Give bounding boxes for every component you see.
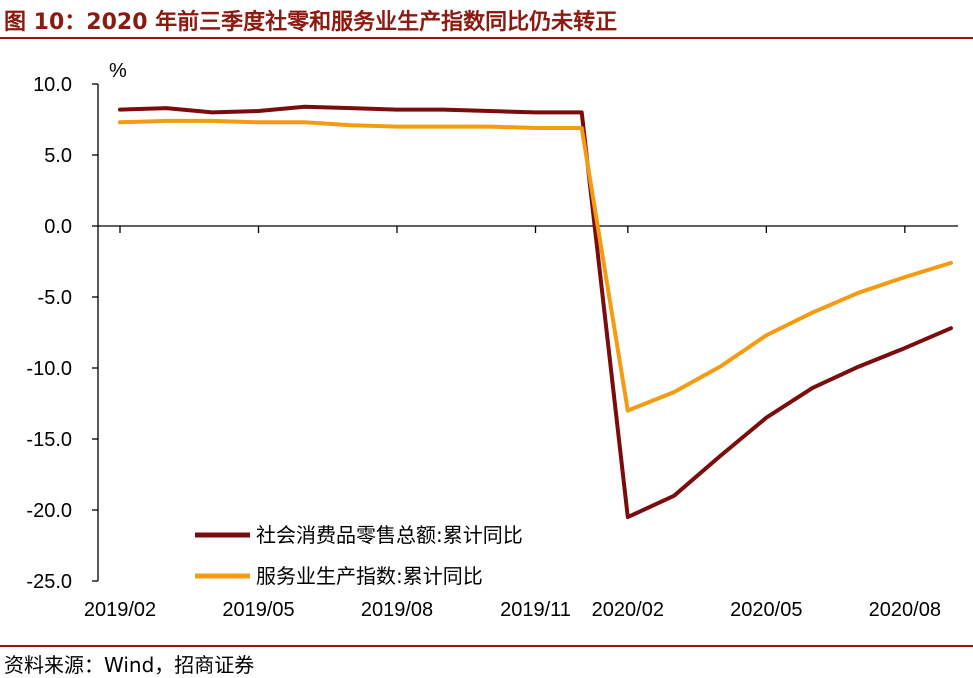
x-tick-label: 2019/05	[222, 599, 294, 621]
y-tick-label: -10.0	[26, 358, 72, 380]
series-lines	[118, 104, 953, 520]
y-tick-label: 0.0	[44, 216, 72, 238]
footer-divider	[0, 645, 973, 647]
series-line-retail-sales	[118, 104, 953, 520]
x-tick-label: 2020/08	[869, 599, 941, 621]
y-tick-label: -15.0	[26, 429, 72, 451]
x-axis: 2019/02 2019/05 2019/08 2019/11 2020/02 2020/…	[84, 225, 958, 621]
legend-label-retail: 社会消费品零售总额:累计同比	[256, 523, 523, 547]
y-axis: 10.0 5.0 0.0 -5.0 -10.0 -15.0 -20.0 -25.0	[26, 74, 99, 593]
legend: 社会消费品零售总额:累计同比 服务业生产指数:累计同比	[195, 523, 523, 588]
x-tick-label: 2019/08	[361, 599, 433, 621]
y-unit-label: %	[109, 60, 127, 82]
y-tick-label: -25.0	[26, 571, 72, 593]
source-note: 资料来源：Wind，招商证券	[4, 653, 255, 677]
x-tick-label: 2020/02	[592, 599, 664, 621]
x-tick-label: 2019/02	[84, 599, 156, 621]
series-line-services-index	[118, 118, 953, 413]
legend-label-services: 服务业生产指数:累计同比	[256, 564, 483, 588]
title-divider	[0, 37, 973, 39]
y-tick-label: -5.0	[38, 287, 72, 309]
y-tick-label: -20.0	[26, 500, 72, 522]
y-tick-label: 5.0	[44, 145, 72, 167]
figure-title: 图 10：2020 年前三季度社零和服务业生产指数同比仍未转正	[4, 10, 618, 35]
x-tick-label: 2020/05	[730, 599, 802, 621]
x-tick-label: 2019/11	[500, 599, 571, 621]
y-tick-label: 10.0	[33, 74, 72, 96]
